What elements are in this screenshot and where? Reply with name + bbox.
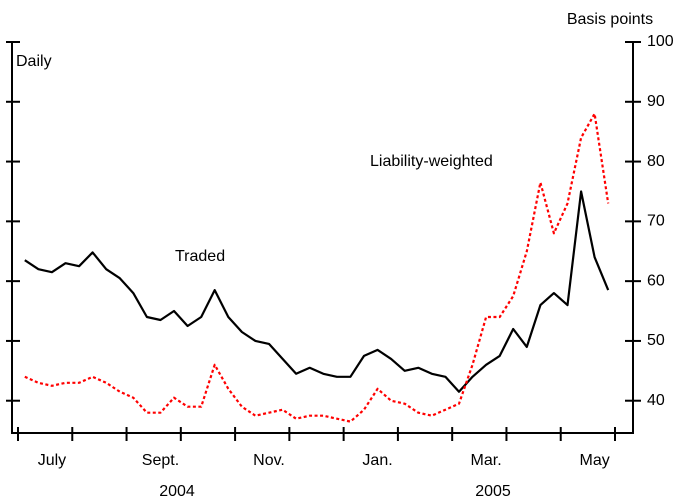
series-line — [24, 190, 610, 393]
x-tick-label: July — [38, 452, 66, 469]
x-tick-label: May — [580, 452, 610, 469]
y-tick-label: 80 — [647, 153, 665, 170]
x-tick-label: Nov. — [253, 452, 285, 469]
y-tick-label: 90 — [647, 93, 665, 110]
year-label: 2004 — [159, 483, 195, 500]
x-tick-label: Mar. — [471, 452, 502, 469]
x-tick-label: Jan. — [362, 452, 392, 469]
year-label: 2005 — [475, 483, 511, 500]
y-tick-label: 40 — [647, 392, 665, 409]
axis-frame — [11, 42, 634, 434]
series-label: Traded — [175, 248, 225, 265]
x-tick-label: Sept. — [142, 452, 179, 469]
y-unit-label: Basis points — [567, 11, 653, 28]
y-tick-label: 50 — [647, 332, 665, 349]
series-label: Liability-weighted — [370, 153, 493, 170]
y-tick-label: 100 — [647, 33, 674, 50]
y-tick-label: 60 — [647, 272, 665, 289]
frequency-label: Daily — [16, 53, 52, 70]
y-tick-label: 70 — [647, 213, 665, 230]
series-line — [24, 112, 610, 423]
